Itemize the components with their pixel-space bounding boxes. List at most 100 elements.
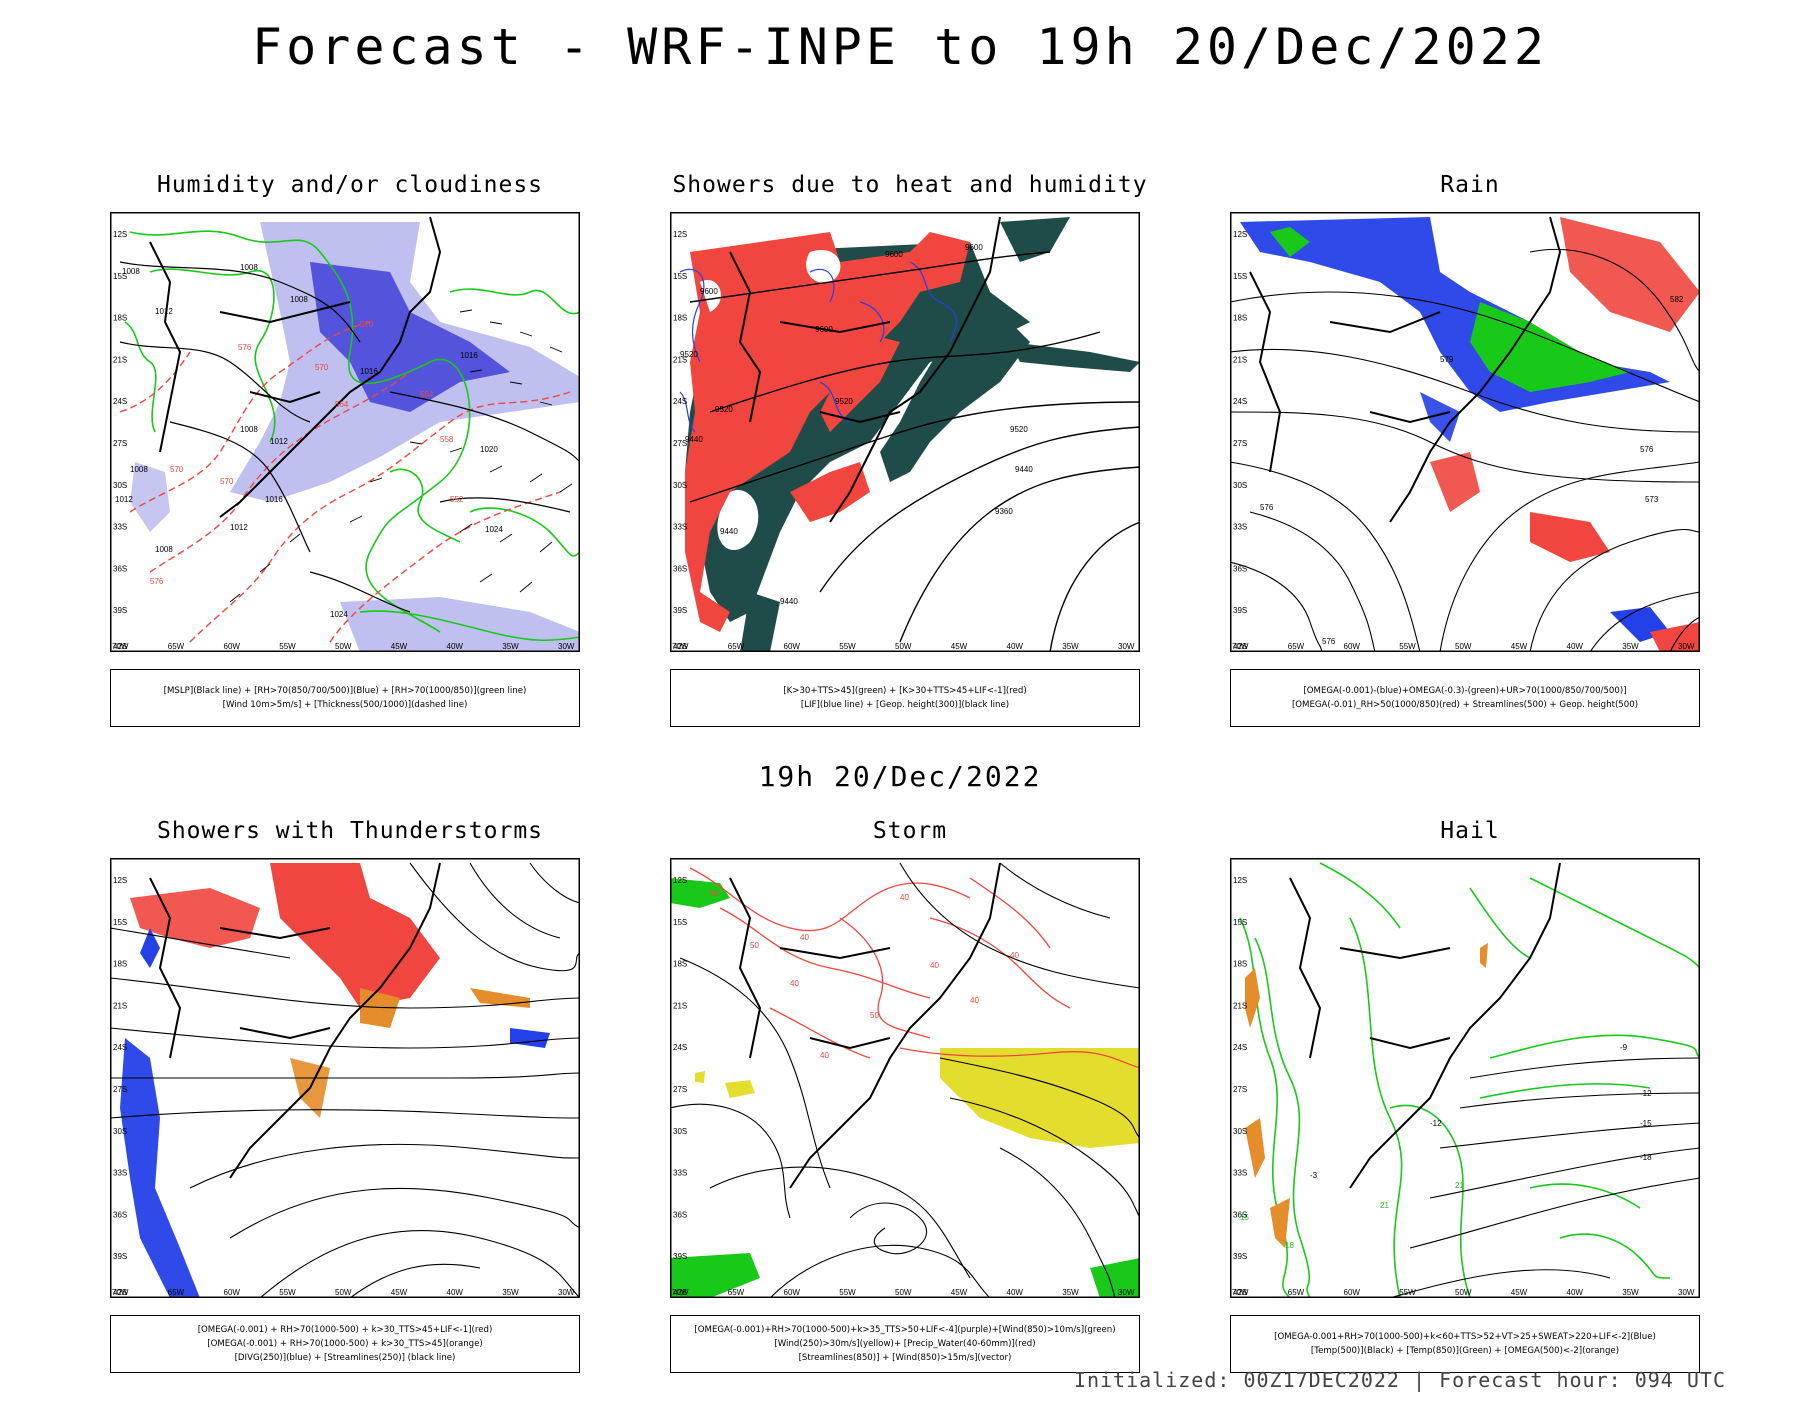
panel-humidity: Humidity and/or cloudiness: [100, 172, 600, 772]
contour-label: 564: [420, 390, 434, 399]
contour-label: 9440: [720, 527, 738, 536]
contour-label: 21: [1455, 1181, 1464, 1190]
rh-green-contours: [124, 230, 580, 642]
legend-line: [OMEGA(-0.001)+RH>70(1000-500)+k>35_TTS>…: [694, 1325, 1116, 1335]
lat-axis: 12S 15S 18S 21S 24S 27S 30S 33S 36S 39S 42S: [1233, 876, 1247, 1297]
contour-label: 50: [870, 1011, 879, 1020]
contour-label: 50: [750, 941, 759, 950]
contour-label: 1008: [240, 425, 258, 434]
lat-tick-label: 36S: [113, 1210, 127, 1219]
white-gaps: [700, 249, 841, 551]
lon-tick-label: 45W: [391, 642, 408, 651]
lat-tick-label: 27S: [1233, 1085, 1247, 1094]
legend-line: [OMEGA(-0.01)_RH>50(1000/850)(red) + Str…: [1291, 700, 1639, 710]
lat-tick-label: 39S: [673, 606, 687, 615]
coastline-borders: [149, 216, 442, 518]
contour-label: 576: [1260, 503, 1274, 512]
lat-tick-label: 42S: [673, 642, 687, 651]
lon-tick-label: 65W: [1288, 1288, 1305, 1297]
contour-labels: 50 40 40 50 40 40 40 40 50 40: [710, 889, 1019, 1060]
contour-label: 1024: [330, 610, 348, 619]
lat-tick-label: 18S: [1233, 314, 1247, 323]
lon-tick-label: 65W: [168, 642, 185, 651]
lat-tick-label: 12S: [113, 876, 127, 885]
lat-tick-label: 15S: [113, 272, 127, 281]
lon-tick-label: 35W: [1622, 1288, 1639, 1297]
contour-label: 1008: [290, 295, 308, 304]
contour-label: 579: [1440, 355, 1454, 364]
map-thunderstorms: 10 12S 15S 18S 21S 24S 27S 30S 33S 36S 39S 42S 70W…: [110, 858, 580, 1298]
lon-tick-label: 35W: [502, 642, 519, 651]
contour-label: -12: [1430, 1119, 1442, 1128]
coastline-borders: [729, 862, 1001, 1189]
lon-axis: 70W 65W 60W 55W 50W 45W 40W 35W 30W: [112, 1288, 575, 1297]
lat-tick-label: 15S: [673, 272, 687, 281]
lat-axis: 12S 15S 18S 21S 24S 27S 30S 33S 36S 39S 42S: [113, 876, 127, 1297]
storm-shading: [670, 878, 1140, 1298]
map-humidity: 1008 1008 1012 1008 1016 1016 1008 1012 …: [110, 212, 580, 652]
lat-tick-label: 21S: [1233, 355, 1247, 364]
contour-label: 1016: [460, 351, 478, 360]
contour-label: 1008: [130, 465, 148, 474]
lon-tick-label: 60W: [784, 642, 801, 651]
lat-tick-label: 27S: [113, 439, 127, 448]
contour-label: 570: [220, 477, 234, 486]
panel-title: Rain: [1440, 172, 1500, 198]
lon-tick-label: 65W: [168, 1288, 185, 1297]
lon-tick-label: 65W: [1288, 642, 1305, 651]
lon-axis: 70W 65W 60W 55W 50W 45W 40W 35W 30W: [1232, 1288, 1695, 1297]
footer-initialized: Initialized: 00Z17DEC2022 | Forecast hou…: [1073, 1368, 1726, 1392]
contour-label: 9360: [995, 507, 1013, 516]
contour-label: 1024: [485, 525, 503, 534]
contour-label: 576: [150, 577, 164, 586]
lon-tick-label: 40W: [1007, 1288, 1024, 1297]
lon-tick-label: 55W: [839, 1288, 856, 1297]
streamlines-500: [1230, 248, 1700, 652]
lon-tick-label: 45W: [951, 642, 968, 651]
contour-label: 576: [1322, 637, 1336, 646]
lat-tick-label: 15S: [113, 918, 127, 927]
main-title: Forecast - WRF-INPE to 19h 20/Dec/2022: [252, 18, 1548, 76]
contour-labels: 9600 9600 9600 9600 9520 9520 9520 9440 …: [680, 243, 1033, 606]
coastline-borders: [729, 216, 1001, 523]
lat-tick-label: 30S: [1233, 1127, 1247, 1136]
contour-label: 552: [450, 495, 464, 504]
lat-tick-label: 33S: [673, 1169, 687, 1178]
lat-axis: 12S 15S 18S 21S 24S 27S 30S 33S 36S 39S 42S: [1233, 230, 1247, 651]
contour-label: 9600: [965, 243, 983, 252]
lat-tick-label: 24S: [673, 1043, 687, 1052]
contour-label: 40: [930, 961, 939, 970]
legend-line: [OMEGA(-0.001) + RH>70(1000-500) + k>30_…: [207, 1339, 483, 1349]
lat-tick-label: 27S: [673, 1085, 687, 1094]
lon-tick-label: 40W: [1567, 642, 1584, 651]
thickness-dashed: [119, 321, 571, 643]
lon-tick-label: 50W: [335, 642, 352, 651]
lon-tick-label: 45W: [1511, 642, 1528, 651]
lon-tick-label: 40W: [1567, 1288, 1584, 1297]
contour-label: -9: [1620, 1043, 1628, 1052]
lat-tick-label: 33S: [113, 1169, 127, 1178]
lat-tick-label: 27S: [1233, 439, 1247, 448]
contour-label: 50: [710, 889, 719, 898]
contour-labels: 582 579 576 573 576 576: [1260, 295, 1684, 646]
temp500-black: [1389, 1057, 1700, 1298]
panel-title: Hail: [1440, 818, 1500, 844]
legend-line: [LIF](blue line) + [Geop. height(300)](b…: [800, 700, 1010, 710]
contour-label: 40: [820, 1051, 829, 1060]
lon-axis: 70W 65W 60W 55W 50W 45W 40W 35W 30W: [672, 1288, 1135, 1297]
lon-tick-label: 70W: [1232, 642, 1249, 651]
contour-label: -15: [1640, 1119, 1652, 1128]
lon-tick-label: 35W: [1622, 642, 1639, 651]
contour-label: 582: [1670, 295, 1684, 304]
legend-humidity: [MSLP](Black line) + [RH>70(850/700/500)…: [110, 669, 580, 727]
legend-line: [Wind(250)>30m/s](yellow)+ [Precip_Water…: [774, 1339, 1036, 1349]
precip-water-red: [689, 867, 1140, 1069]
contour-label: 570: [170, 465, 184, 474]
contour-label: 9600: [885, 250, 903, 259]
lat-tick-label: 12S: [673, 230, 687, 239]
contour-label: 40: [790, 979, 799, 988]
lat-tick-label: 36S: [1233, 1210, 1247, 1219]
lat-tick-label: 42S: [1233, 1288, 1247, 1297]
map-showers-heat: 9600 9600 9600 9600 9520 9520 9520 9440 …: [670, 212, 1140, 652]
lat-tick-label: 24S: [673, 397, 687, 406]
